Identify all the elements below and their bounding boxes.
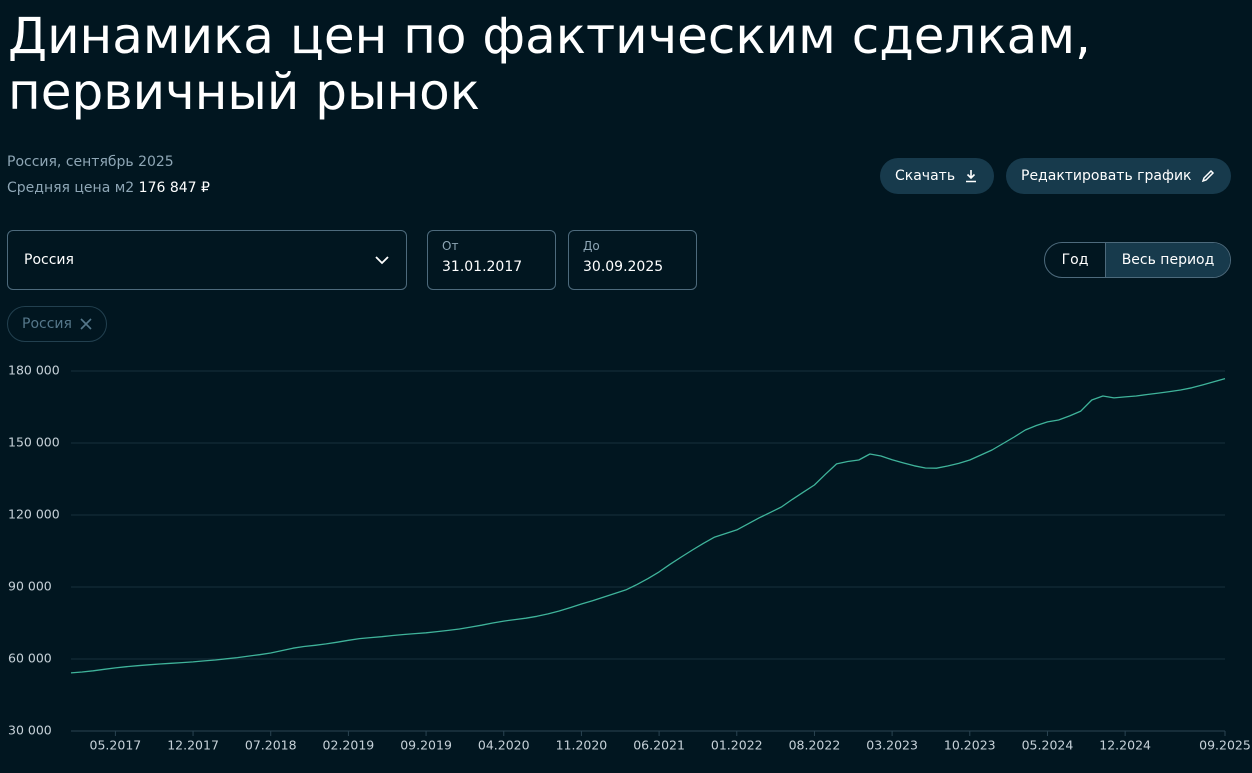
avg-price-value: 176 847 ₽ [138, 180, 210, 196]
date-from-value: 31.01.2017 [442, 259, 523, 275]
x-tick-label: 04.2020 [478, 738, 530, 753]
period-toggle: Год Весь период [1044, 242, 1231, 278]
download-button[interactable]: Скачать [880, 158, 994, 194]
y-tick-label: 60 000 [8, 651, 52, 666]
x-tick-label: 11.2020 [556, 738, 608, 753]
period-option[interactable]: Весь период [1105, 243, 1230, 277]
edit-chart-button[interactable]: Редактировать график [1006, 158, 1231, 194]
chip-close-icon [80, 318, 92, 330]
y-tick-label: 30 000 [8, 723, 52, 738]
price-line [70, 377, 1226, 674]
edit-text: Редактировать график [1021, 168, 1192, 184]
x-tick-label: 12.2017 [167, 738, 219, 753]
x-tick-label: 02.2019 [323, 738, 375, 753]
x-tick-label: 05.2017 [90, 738, 142, 753]
y-tick-label: 180 000 [8, 363, 60, 378]
x-tick-label: 08.2022 [789, 738, 841, 753]
x-tick-label: 06.2021 [633, 738, 685, 753]
edit-icon [1201, 169, 1214, 183]
region-select[interactable]: Россия [7, 230, 407, 290]
x-tick-label: 12.2024 [1099, 738, 1151, 753]
y-tick-label: 150 000 [8, 435, 60, 450]
region-select-value: Россия [24, 252, 74, 268]
x-tick-label: 03.2023 [866, 738, 918, 753]
y-tick-label: 120 000 [8, 507, 60, 522]
download-icon [966, 170, 977, 183]
x-tick-label: 09.2019 [400, 738, 452, 753]
region-period: Россия, сентябрь 2025 [7, 154, 174, 170]
period-option[interactable]: Год [1061, 252, 1089, 268]
date-from[interactable]: От 31.01.2017 [427, 230, 556, 290]
x-tick-label: 01.2022 [711, 738, 763, 753]
x-tick-label: 09.2025 [1199, 738, 1251, 753]
x-tick-label: 10.2023 [944, 738, 996, 753]
x-tick-label: 05.2024 [1022, 738, 1074, 753]
date-from-label: От [442, 239, 459, 253]
page-title: Динамика цен по фактическим сделкам, пер… [8, 7, 1091, 121]
date-to-value: 30.09.2025 [583, 259, 664, 275]
x-tick-label: 07.2018 [245, 738, 297, 753]
y-tick-label: 90 000 [8, 579, 52, 594]
chart: 30 000 60 000 90 000 120 000 150 000 180 000 0… [8, 363, 1251, 753]
chip-text: Россия [22, 316, 72, 332]
avg-price: Средняя цена м2 176 847 ₽ [7, 180, 210, 196]
chevron-icon [375, 256, 389, 265]
region-chip[interactable]: Россия [7, 306, 107, 342]
avg-price-label: Средняя цена м2 [7, 180, 135, 196]
date-to-label: До [583, 239, 600, 253]
download-text: Скачать [895, 168, 956, 184]
date-to[interactable]: До 30.09.2025 [568, 230, 697, 290]
